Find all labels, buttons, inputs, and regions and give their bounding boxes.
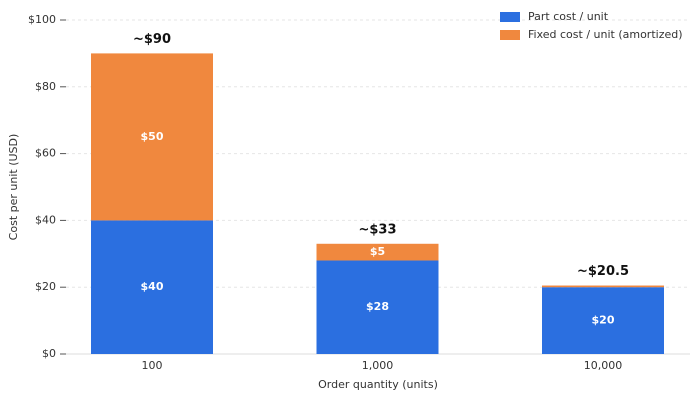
- y-axis-label: Cost per unit (USD): [7, 134, 20, 241]
- value-label: $28: [366, 300, 389, 313]
- x-tick-label: 100: [142, 359, 163, 372]
- total-annotation: ~$33: [358, 222, 396, 237]
- value-label: $20: [592, 314, 615, 327]
- y-tick-label: $0: [42, 347, 56, 360]
- value-label: $40: [141, 280, 164, 293]
- bar-segment: [542, 287, 664, 354]
- bar-segment: [542, 285, 664, 288]
- x-tick-label: 10,000: [584, 359, 623, 372]
- x-axis-label: Order quantity (units): [318, 378, 438, 391]
- x-tick-label: 1,000: [362, 359, 394, 372]
- total-annotation: ~$20.5: [577, 264, 629, 279]
- y-tick-label: $100: [28, 13, 56, 26]
- bar-segment: [91, 220, 213, 354]
- y-tick-label: $60: [35, 147, 56, 160]
- legend-label: Fixed cost / unit (amortized): [528, 28, 683, 41]
- y-tick-label: $80: [35, 80, 56, 93]
- bar-segment: [316, 260, 439, 354]
- legend-swatch: [500, 12, 520, 22]
- bar-segment: [91, 53, 213, 221]
- y-tick-label: $40: [35, 213, 56, 226]
- value-label: $5: [370, 245, 385, 258]
- legend-label: Part cost / unit: [528, 10, 609, 23]
- bar-segment: [316, 243, 439, 261]
- legend-swatch: [500, 30, 520, 40]
- total-annotation: ~$90: [133, 32, 171, 47]
- value-label: $50: [141, 130, 164, 143]
- y-tick-label: $20: [35, 280, 56, 293]
